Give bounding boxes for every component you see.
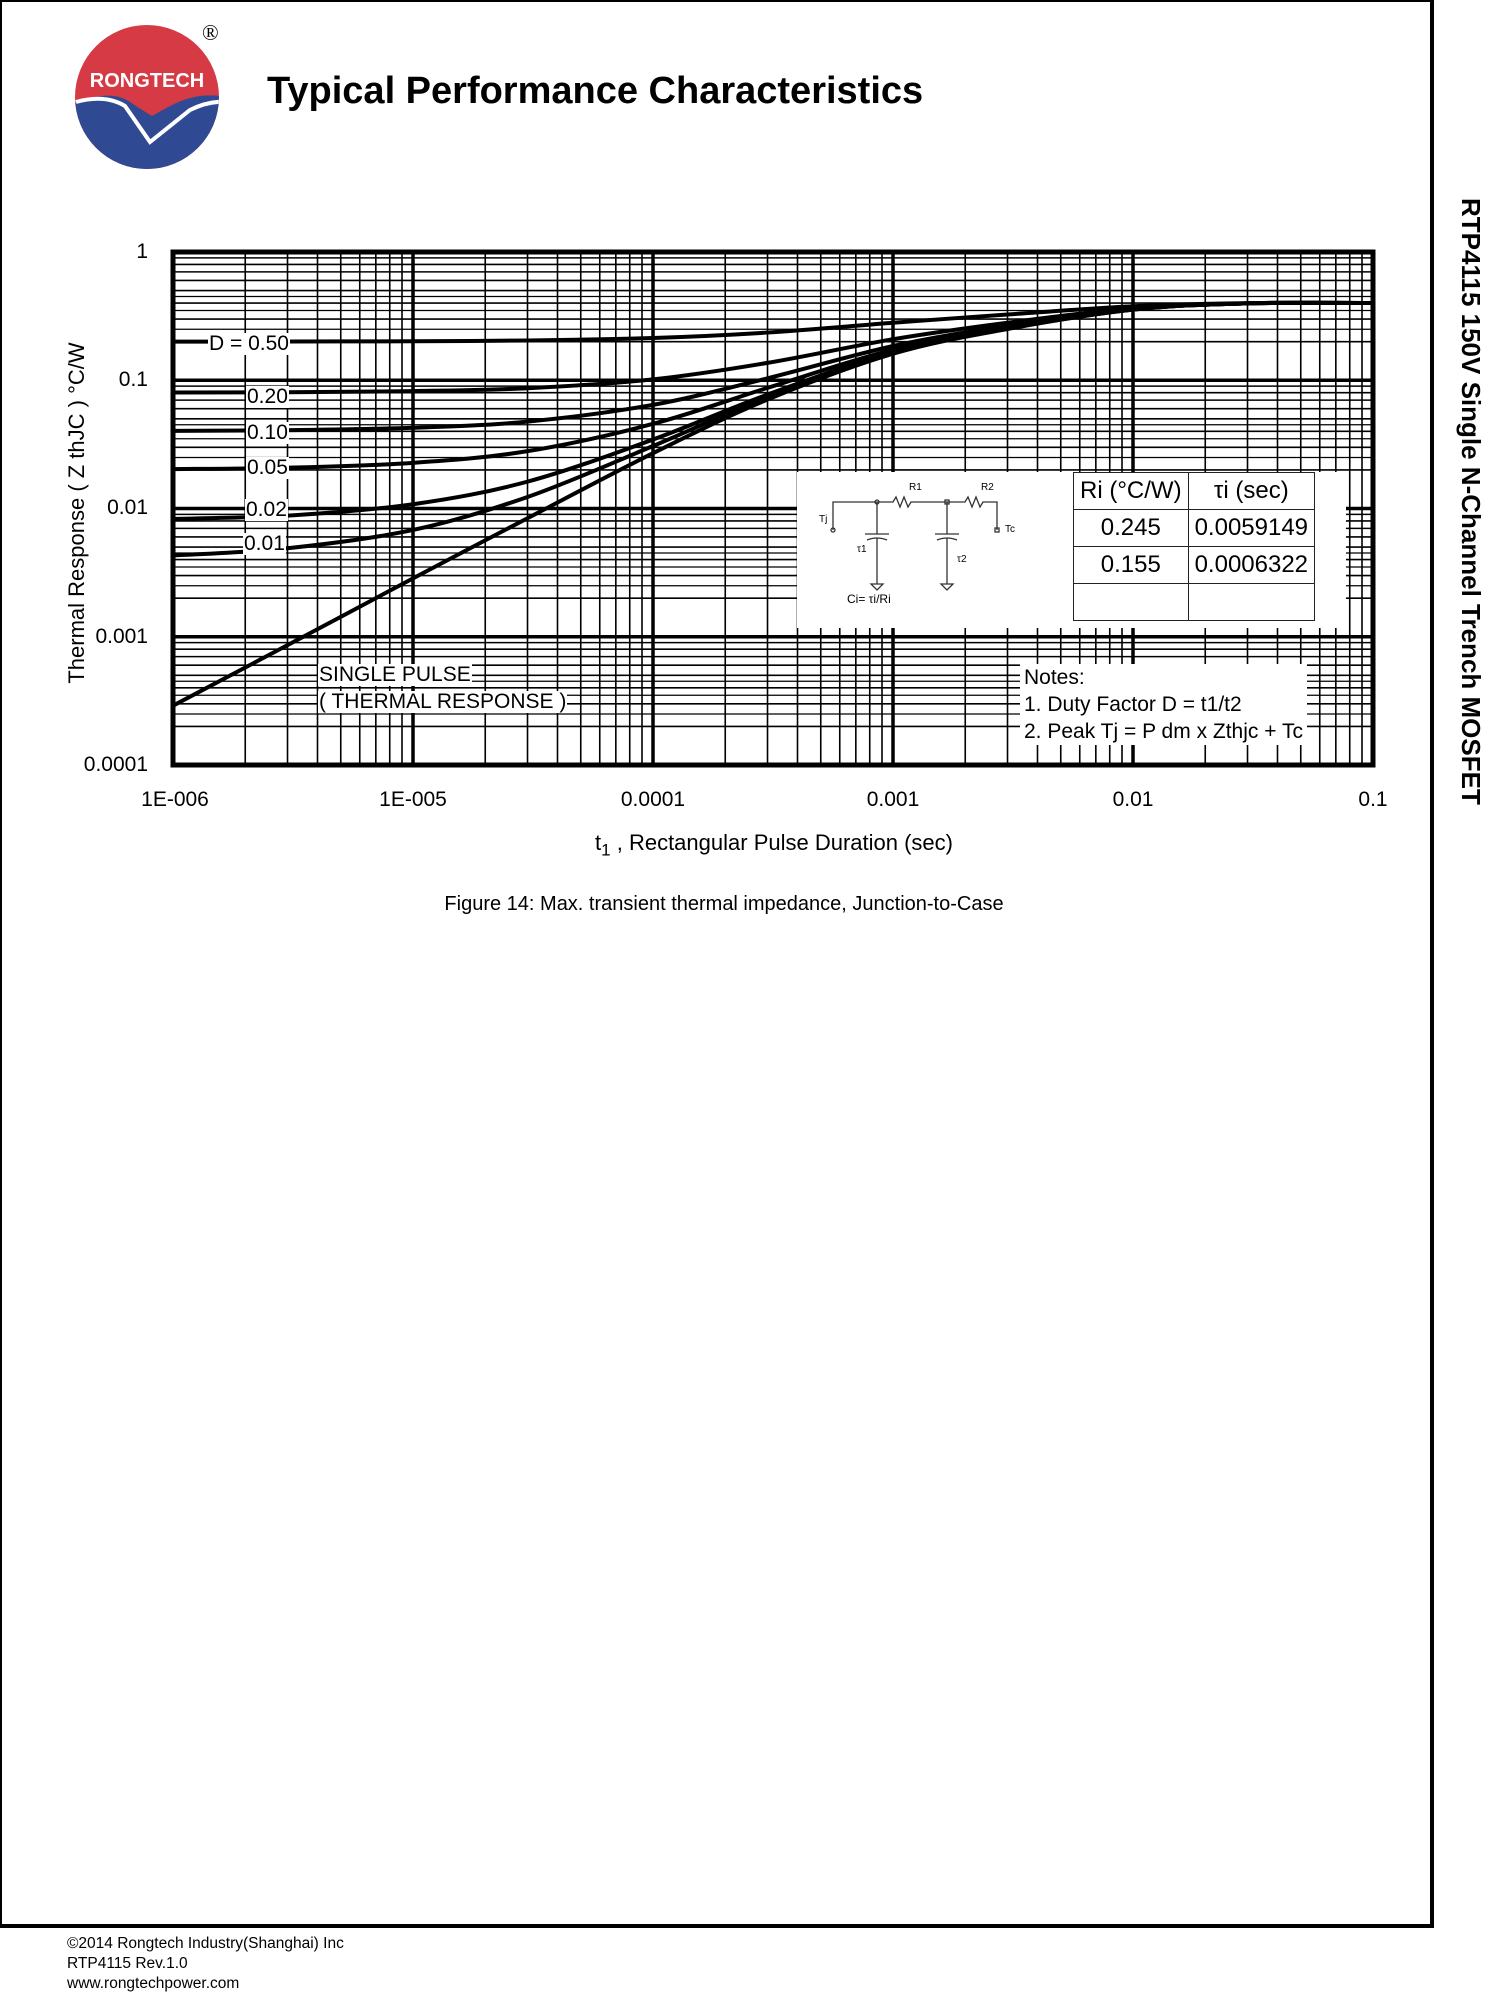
x-tick-label: 0.1 (1358, 788, 1388, 811)
footer-copyright: ©2014 Rongtech Industry(Shanghai) Inc (67, 1935, 344, 1952)
curves (172, 300, 1374, 708)
x-tick-label: 0.001 (866, 788, 920, 811)
curve-label-d050: D = 0.50 (208, 332, 290, 355)
tau-cell (1187, 583, 1316, 621)
x-tick-label: 1E-006 (141, 788, 209, 811)
thermal-response-label: ( THERMAL RESPONSE ) (318, 690, 568, 713)
y-axis-label: Thermal Response ( Z thJC ) °C/W (64, 342, 89, 684)
x-axis-label-text: , Rectangular Pulse Duration (sec) (616, 830, 953, 855)
x-axis-label-t: t (595, 830, 602, 855)
curve-0-10 (172, 300, 1374, 433)
tau2-label: τ2 (957, 554, 967, 565)
y-tick-label: 0.0001 (83, 753, 148, 776)
x-tick-label: 0.0001 (620, 788, 686, 811)
curve-label-d002: 0.02 (245, 498, 288, 521)
registered-mark: ® (202, 20, 219, 45)
x-tick-label: 1E-005 (379, 788, 447, 811)
x-tick-label: 0.01 (1112, 788, 1154, 811)
y-tick-label: 0.001 (95, 625, 148, 648)
table-row: 0.155 0.0006322 (1073, 546, 1316, 584)
rongtech-logo: RONGTECH (75, 25, 219, 169)
svg-text:RONGTECH: RONGTECH (90, 70, 204, 92)
curve-single-pulse (172, 300, 1374, 708)
note-1: 1. Duty Factor D = t1/t2 (1024, 693, 1242, 716)
tau-cell: 0.0006322 (1187, 546, 1316, 584)
page-title: Typical Performance Characteristics (267, 70, 924, 112)
plot-frame (170, 249, 1376, 768)
rc-parameter-table: Ri (°C/W) τi (sec) 0.245 0.0059149 0.155 0.… (1073, 472, 1316, 621)
tau-cell: 0.0059149 (1187, 509, 1316, 547)
rc-model-inset: R1 R2 Tj Tc τ1 τ2 Ci= τi/Ri Ri (°C/W) τi … (797, 472, 1346, 628)
tc-label: Tc (1005, 524, 1015, 535)
r1-label: R1 (909, 482, 922, 493)
header-ri: Ri (°C/W) (1073, 472, 1189, 510)
tj-label: Tj (819, 514, 828, 525)
curve-label-d020: 0.20 (246, 385, 289, 408)
table-row (1073, 583, 1316, 621)
curve-label-d005: 0.05 (246, 456, 289, 479)
figure-caption: Figure 14: Max. transient thermal impeda… (444, 893, 1004, 915)
capacitance-formula: Ci= τi/Ri (847, 592, 891, 606)
table-header-row: Ri (°C/W) τi (sec) (1073, 472, 1316, 510)
y-tick-label: 0.1 (118, 368, 148, 391)
x-axis-label-sub: 1 (601, 840, 611, 860)
ri-cell: 0.155 (1073, 546, 1189, 584)
footer-revision: RTP4115 Rev.1.0 (67, 1955, 188, 1972)
foster-circuit-diagram (830, 495, 1000, 591)
page-border (0, 0, 1434, 1928)
x-axis-label: t1 , Rectangular Pulse Duration (sec) (595, 830, 953, 860)
y-tick-label: 1 (136, 240, 148, 263)
ri-cell (1073, 583, 1189, 621)
ri-cell: 0.245 (1073, 509, 1189, 547)
r2-label: R2 (981, 482, 994, 493)
y-tick-label: 0.01 (107, 496, 148, 519)
curve-d-0-50 (172, 300, 1374, 344)
notes-title: Notes: (1024, 666, 1085, 689)
chart-notes: Notes: 1. Duty Factor D = t1/t2 2. Peak … (1020, 664, 1307, 745)
tau1-label: τ1 (857, 544, 867, 555)
header-tau: τi (sec) (1187, 472, 1316, 510)
single-pulse-label: SINGLE PULSE (318, 663, 472, 686)
curve-label-d001: 0.01 (243, 532, 286, 555)
footer-website[interactable]: www.rongtechpower.com (67, 1975, 240, 1992)
note-2: 2. Peak Tj = P dm x Zthjc + Tc (1024, 720, 1303, 743)
curve-label-d010: 0.10 (246, 421, 289, 444)
table-row: 0.245 0.0059149 (1073, 509, 1316, 547)
